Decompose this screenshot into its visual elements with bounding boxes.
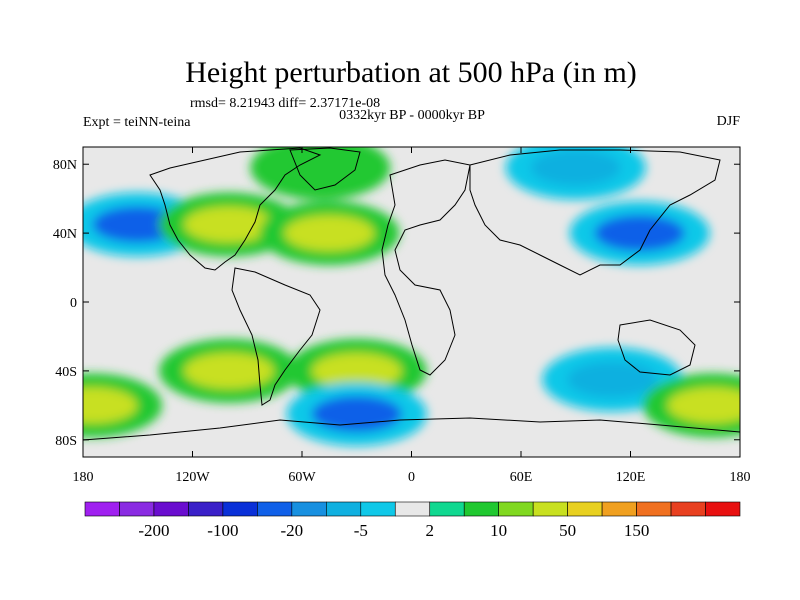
- coast-europe-africa: [381, 159, 471, 376]
- colorbar-label: -200: [138, 521, 169, 540]
- period-label: 0332kyr BP - 0000kyr BP: [339, 108, 485, 123]
- field-core-south-atlantic-high: [311, 352, 402, 389]
- colorbar-swatch: [257, 501, 293, 517]
- colorbar-swatch: [532, 501, 568, 517]
- colorbar-swatch: [463, 501, 499, 517]
- y-tick-label: 40N: [53, 227, 77, 242]
- x-axis: 180 120W 60W 0 60E 120E 180: [73, 147, 751, 485]
- colorbar-label: 150: [624, 521, 650, 540]
- field-core-south-pacific-high: [184, 352, 274, 389]
- field-core-siberia-trough: [530, 149, 621, 186]
- season-label: DJF: [717, 114, 741, 129]
- colorbar-labels: -200 -100 -20 -5 2 10 50 150: [138, 521, 649, 540]
- colorbar-swatch: [429, 501, 465, 517]
- y-tick-label: 80S: [55, 434, 77, 449]
- coastlines: [83, 147, 740, 441]
- coast-greenland: [289, 147, 361, 191]
- coast-australia: [617, 319, 696, 376]
- colorbar-swatch: [188, 501, 224, 517]
- field-core-north-america-high: [184, 206, 274, 243]
- colorbar-label: 2: [425, 521, 434, 540]
- colorbar-label: -20: [281, 521, 304, 540]
- x-tick-label: 60W: [288, 470, 316, 485]
- x-tick-label: 60E: [510, 470, 533, 485]
- field-core-southern-ocean-low: [311, 395, 402, 432]
- colorbar-swatch: [670, 501, 706, 517]
- coast-asia: [469, 149, 721, 276]
- colorbar-swatch: [153, 501, 189, 517]
- field-core-south-indian-low: [567, 361, 658, 398]
- colorbar-label: 10: [490, 521, 507, 540]
- chart-title: Height perturbation at 500 hPa (in m): [185, 56, 637, 89]
- y-axis: 80N 40N 0 40S 80S: [53, 158, 740, 449]
- y-tick-label: 0: [70, 296, 77, 311]
- x-tick-label: 180: [73, 470, 94, 485]
- colorbar-swatch: [326, 501, 362, 517]
- field-core-north-pacific-low: [92, 206, 183, 243]
- field-core-east-asia-low: [594, 215, 685, 252]
- coast-south-america: [231, 267, 321, 406]
- field-core-arctic-ridge: [275, 149, 366, 186]
- experiment-label: Expt = teiNN-teina: [83, 115, 191, 130]
- x-tick-label: 120W: [175, 470, 210, 485]
- x-tick-label: 180: [730, 470, 751, 485]
- colorbar-swatch: [498, 501, 534, 517]
- map-field: [83, 147, 740, 457]
- stats-text: rmsd= 8.21943 diff= 2.37171e-08: [190, 96, 380, 111]
- x-tick-label: 120E: [616, 470, 646, 485]
- colorbar-swatch: [360, 501, 396, 517]
- colorbar-swatch: [705, 501, 741, 517]
- y-tick-label: 40S: [55, 365, 77, 380]
- field-core-south-pacific-east-high: [667, 387, 740, 424]
- colorbar-label: -100: [207, 521, 238, 540]
- field-layer: [83, 147, 740, 446]
- field-core-north-atlantic-high: [284, 215, 375, 252]
- field-core-south-pacific-west-high: [83, 387, 138, 424]
- colorbar-swatch: [567, 501, 603, 517]
- y-tick-label: 80N: [53, 158, 77, 173]
- coast-antarctica: [83, 417, 740, 441]
- coast-north-america: [149, 147, 322, 271]
- colorbar-label: -5: [354, 521, 368, 540]
- colorbar-swatch: [119, 501, 155, 517]
- colorbar-swatch: [222, 501, 258, 517]
- colorbar-label: 50: [559, 521, 576, 540]
- colorbar: [84, 501, 741, 517]
- colorbar-swatch: [601, 501, 637, 517]
- colorbar-swatch: [394, 501, 431, 517]
- colorbar-swatch: [291, 501, 327, 517]
- colorbar-swatch: [636, 501, 672, 517]
- colorbar-swatch: [84, 501, 120, 517]
- x-tick-label: 0: [408, 470, 415, 485]
